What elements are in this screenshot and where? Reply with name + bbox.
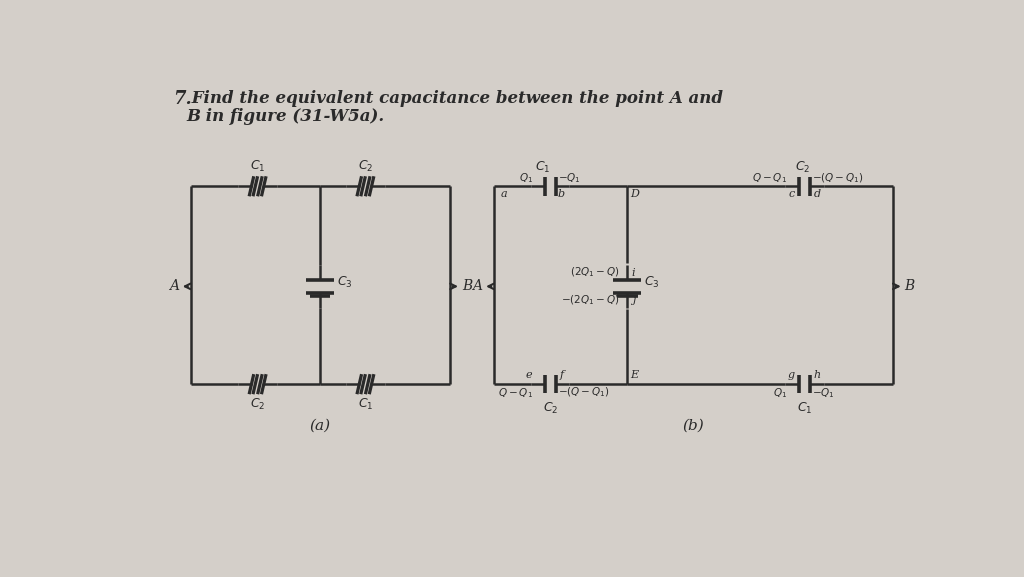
Text: $C_2$: $C_2$: [795, 160, 810, 175]
Text: $-(Q-Q_1)$: $-(Q-Q_1)$: [812, 171, 864, 185]
Text: $C_1$: $C_1$: [250, 159, 265, 174]
Text: $Q_1$: $Q_1$: [773, 385, 787, 399]
Text: $C_2$: $C_2$: [357, 159, 373, 174]
Text: $-(Q-Q_1)$: $-(Q-Q_1)$: [558, 385, 609, 399]
Text: $C_1$: $C_1$: [535, 160, 550, 175]
Text: b: b: [558, 189, 565, 200]
Text: $Q-Q_1$: $Q-Q_1$: [499, 385, 534, 399]
Text: $C_2$: $C_2$: [250, 396, 265, 411]
Text: A: A: [169, 279, 178, 293]
Text: $-Q_1$: $-Q_1$: [558, 171, 581, 185]
Text: $(2Q_1-Q)$: $(2Q_1-Q)$: [569, 266, 620, 279]
Text: $-(2Q_1-Q)$: $-(2Q_1-Q)$: [561, 294, 620, 307]
Text: $C_1$: $C_1$: [357, 396, 373, 411]
Text: $C_3$: $C_3$: [337, 275, 352, 290]
Text: $C_1$: $C_1$: [797, 401, 812, 416]
Text: f: f: [559, 370, 563, 380]
Text: B: B: [904, 279, 914, 293]
Text: Find the equivalent capacitance between the point A and: Find the equivalent capacitance between …: [186, 90, 723, 107]
Text: $Q-Q_1$: $Q-Q_1$: [753, 171, 787, 185]
Text: d: d: [813, 189, 820, 200]
Text: h: h: [813, 370, 820, 380]
Text: A: A: [472, 279, 482, 293]
Text: D: D: [631, 189, 639, 200]
Text: E: E: [631, 370, 638, 380]
Text: a: a: [500, 189, 507, 200]
Text: B: B: [462, 279, 472, 293]
Text: $C_3$: $C_3$: [644, 275, 659, 290]
Text: $Q_1$: $Q_1$: [519, 171, 534, 185]
Text: $-Q_1$: $-Q_1$: [812, 385, 835, 399]
Text: e: e: [526, 370, 532, 380]
Text: c: c: [788, 189, 795, 200]
Text: $C_2$: $C_2$: [543, 401, 558, 416]
Text: B in figure (31-W5a).: B in figure (31-W5a).: [186, 108, 384, 125]
Text: (b): (b): [683, 419, 705, 433]
Text: i: i: [632, 268, 635, 278]
Text: 7.: 7.: [173, 90, 191, 108]
Text: (a): (a): [310, 419, 331, 433]
Text: j: j: [632, 295, 635, 305]
Text: g: g: [787, 370, 795, 380]
